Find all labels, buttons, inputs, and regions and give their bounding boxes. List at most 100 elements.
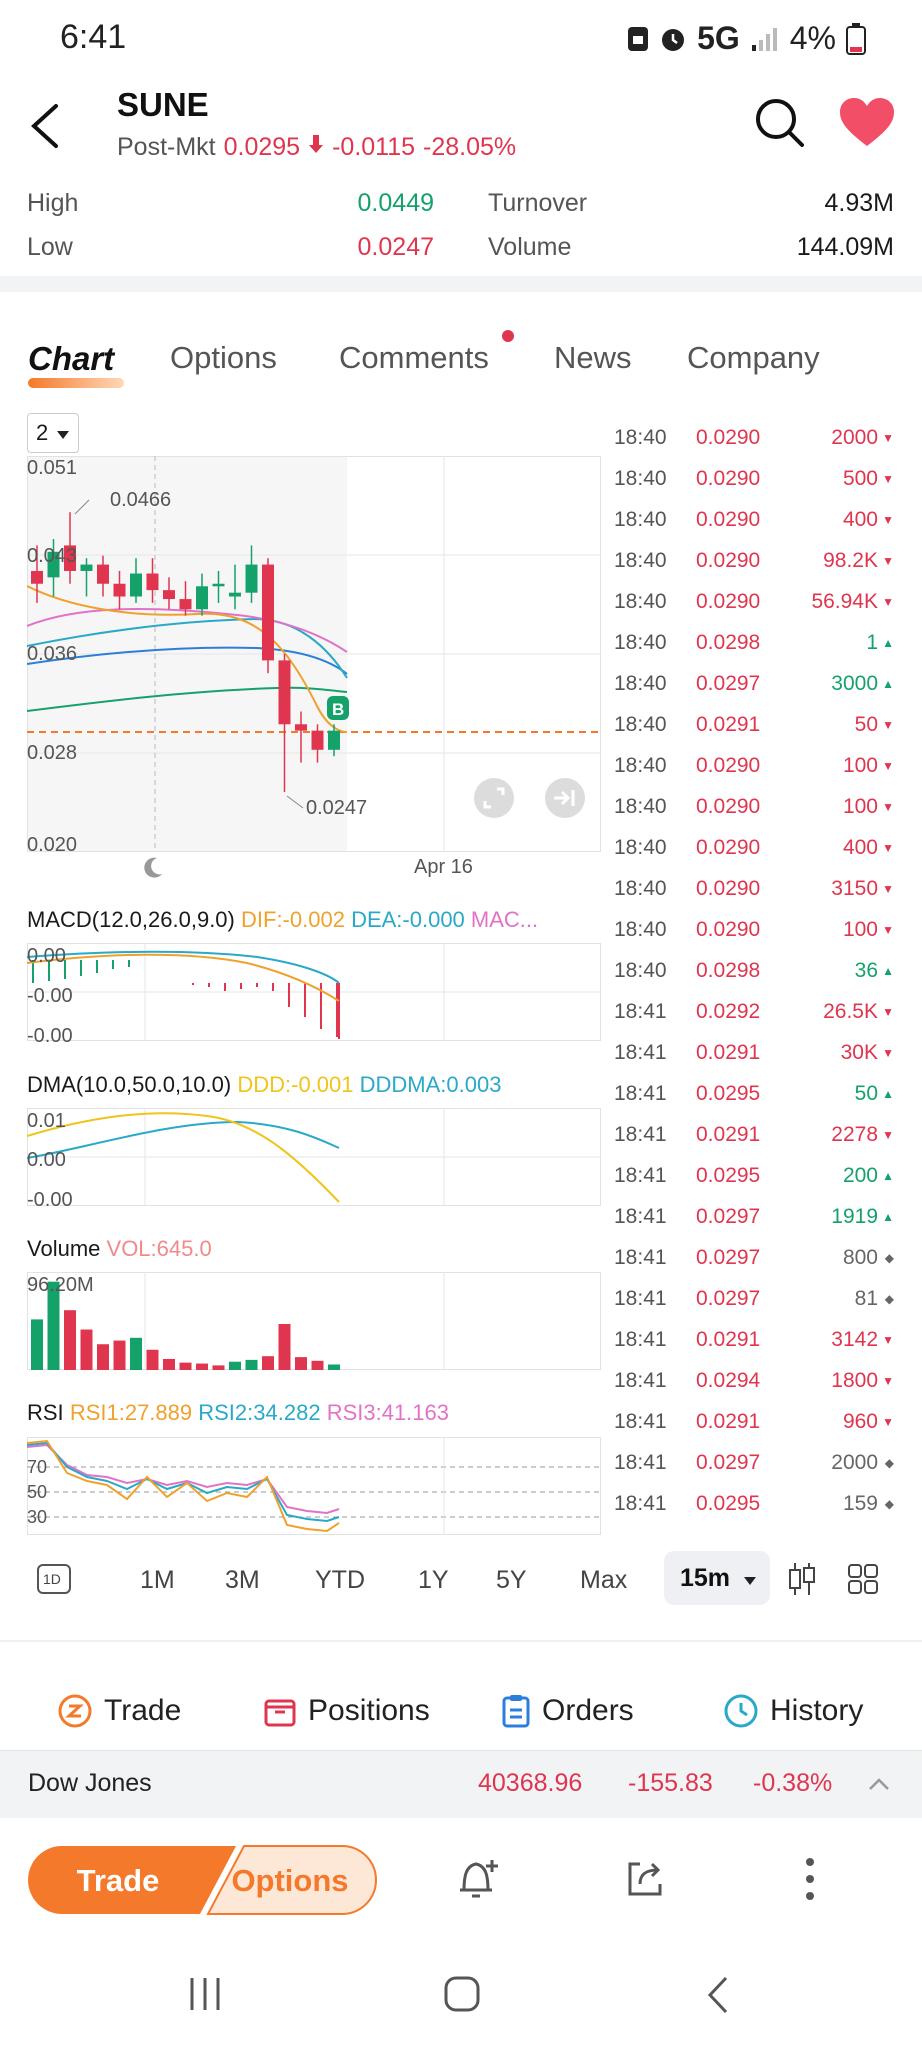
tick-time: 18:41 xyxy=(614,1246,667,1269)
y-axis-label: 0.020 xyxy=(27,834,78,856)
tick-row: 18:40 0.0298 36 ▲ xyxy=(614,959,894,1000)
tick-price: 0.0290 xyxy=(696,877,761,900)
favorite-button[interactable] xyxy=(838,96,896,150)
tick-row: 18:41 0.0291 30K ▼ xyxy=(614,1041,894,1082)
range-max[interactable]: Max xyxy=(580,1566,628,1594)
expand-chart-button[interactable] xyxy=(474,778,514,818)
candle-body xyxy=(97,564,109,584)
tick-price: 0.0295 xyxy=(696,1492,761,1515)
tick-volume: 1800 xyxy=(831,1369,878,1392)
jump-latest-button[interactable] xyxy=(545,778,585,818)
date-label: Apr 16 xyxy=(414,856,473,878)
tick-down-icon: ▼ xyxy=(882,923,894,937)
tick-row: 18:41 0.0295 200 ▲ xyxy=(614,1164,894,1205)
tick-price: 0.0292 xyxy=(696,1000,761,1023)
tick-price: 0.0295 xyxy=(696,1082,761,1105)
volume-bars xyxy=(31,1281,340,1370)
tick-price: 0.0297 xyxy=(696,1287,761,1310)
back-button[interactable] xyxy=(26,96,66,156)
macd-header[interactable]: MACD(12.0,26.0,9.0) DIF:-0.002 DEA:-0.00… xyxy=(27,907,538,933)
rsi1-value: RSI1:27.889 xyxy=(69,1400,193,1425)
tick-time: 18:40 xyxy=(614,959,667,982)
positions-icon xyxy=(264,1699,296,1727)
search-button[interactable] xyxy=(752,95,808,151)
tick-volume: 400 xyxy=(842,508,878,531)
tick-time: 18:41 xyxy=(614,1123,667,1146)
range-ytd[interactable]: YTD xyxy=(315,1566,365,1594)
tick-volume: 500 xyxy=(842,467,878,490)
tick-volume: 100 xyxy=(842,918,878,941)
orders-action[interactable]: Orders xyxy=(502,1694,634,1728)
trade-icon xyxy=(58,1694,92,1728)
history-action[interactable]: History xyxy=(724,1694,863,1728)
range-1d-button[interactable]: 1D xyxy=(37,1564,71,1599)
positions-action[interactable]: Positions xyxy=(264,1694,430,1728)
price-alert-icon[interactable] xyxy=(456,1856,500,1902)
rsi-level-label: 30 xyxy=(27,1507,48,1527)
expand-icon xyxy=(483,787,505,809)
candle-body xyxy=(311,730,324,750)
volume-bar xyxy=(64,1310,76,1370)
tick-down-icon: ▼ xyxy=(882,1005,894,1019)
range-3m[interactable]: 3M xyxy=(225,1566,260,1594)
more-options-icon[interactable] xyxy=(800,1856,820,1902)
share-icon[interactable] xyxy=(624,1858,666,1900)
volume-bar xyxy=(245,1359,258,1370)
tick-down-icon: ▼ xyxy=(882,1415,894,1429)
candle-body xyxy=(295,724,307,731)
tick-down-icon: ▼ xyxy=(882,882,894,896)
tick-row: 18:40 0.0290 100 ▼ xyxy=(614,918,894,959)
macd-histogram-positive xyxy=(32,960,130,983)
range-5y[interactable]: 5Y xyxy=(496,1566,527,1594)
trade-button[interactable]: Trade xyxy=(76,1863,160,1898)
volume-header[interactable]: Volume VOL:645.0 xyxy=(27,1236,212,1262)
history-action-label: History xyxy=(770,1694,864,1727)
range-1y[interactable]: 1Y xyxy=(418,1566,449,1594)
tab-chart[interactable]: Chart xyxy=(28,340,115,377)
tick-price: 0.0291 xyxy=(696,1328,761,1351)
tab-company[interactable]: Company xyxy=(687,340,820,375)
tick-row: 18:41 0.0294 1800 ▼ xyxy=(614,1369,894,1410)
tick-row: 18:40 0.0290 400 ▼ xyxy=(614,508,894,549)
volume-title: Volume xyxy=(27,1236,101,1261)
rsi-header[interactable]: RSI RSI1:27.889 RSI2:34.282 RSI3:41.163 xyxy=(27,1400,449,1426)
tick-up-icon: ▲ xyxy=(882,636,894,650)
tick-row: 18:41 0.0291 2278 ▼ xyxy=(614,1123,894,1164)
home-icon[interactable] xyxy=(444,1976,480,2012)
tick-up-icon: ▲ xyxy=(882,964,894,978)
rsi-chart xyxy=(27,1437,601,1535)
bottom-action-bar: Trade Options xyxy=(0,1818,922,1938)
tick-down-icon: ▼ xyxy=(882,472,894,486)
trade-action[interactable]: Trade xyxy=(58,1694,181,1728)
volume-chart xyxy=(27,1272,601,1370)
tab-news[interactable]: News xyxy=(554,340,632,375)
volume-bar xyxy=(229,1361,241,1370)
index-ticker-bar[interactable]: Dow Jones 40368.96 -155.83 -0.38% xyxy=(0,1750,922,1818)
recent-apps-icon[interactable] xyxy=(188,1976,222,2012)
tick-time: 18:41 xyxy=(614,1410,667,1433)
back-nav-icon[interactable] xyxy=(706,1976,730,2014)
candlestick-chart[interactable]: 0.0466 0.0247 B xyxy=(27,456,601,852)
tick-volume: 3000 xyxy=(831,672,878,695)
range-1m[interactable]: 1M xyxy=(140,1566,175,1594)
grid-layout-icon[interactable] xyxy=(848,1564,878,1594)
tick-time: 18:41 xyxy=(614,1369,667,1392)
tick-volume: 2278 xyxy=(831,1123,878,1146)
period-select[interactable]: 2 xyxy=(27,413,79,453)
tick-row: 18:40 0.0290 100 ▼ xyxy=(614,754,894,795)
dma-y-label: 0.00 xyxy=(27,1149,66,1171)
candle-style-icon[interactable] xyxy=(786,1562,818,1596)
rsi2-value: RSI2:34.282 xyxy=(198,1400,321,1425)
tab-options[interactable]: Options xyxy=(170,340,277,375)
candle-body xyxy=(130,573,142,597)
options-button[interactable]: Options xyxy=(231,1863,349,1898)
volume-bar xyxy=(278,1324,291,1370)
tick-time: 18:40 xyxy=(614,918,667,941)
candle-body xyxy=(179,599,192,610)
volume-bar xyxy=(179,1362,192,1370)
interval-select[interactable]: 15m xyxy=(664,1551,770,1605)
orders-icon xyxy=(502,1695,530,1728)
dma-header[interactable]: DMA(10.0,50.0,10.0) DDD:-0.001 DDDMA:0.0… xyxy=(27,1072,501,1098)
dma-ddd: DDD:-0.001 xyxy=(237,1072,354,1097)
tab-comments[interactable]: Comments xyxy=(339,340,489,375)
